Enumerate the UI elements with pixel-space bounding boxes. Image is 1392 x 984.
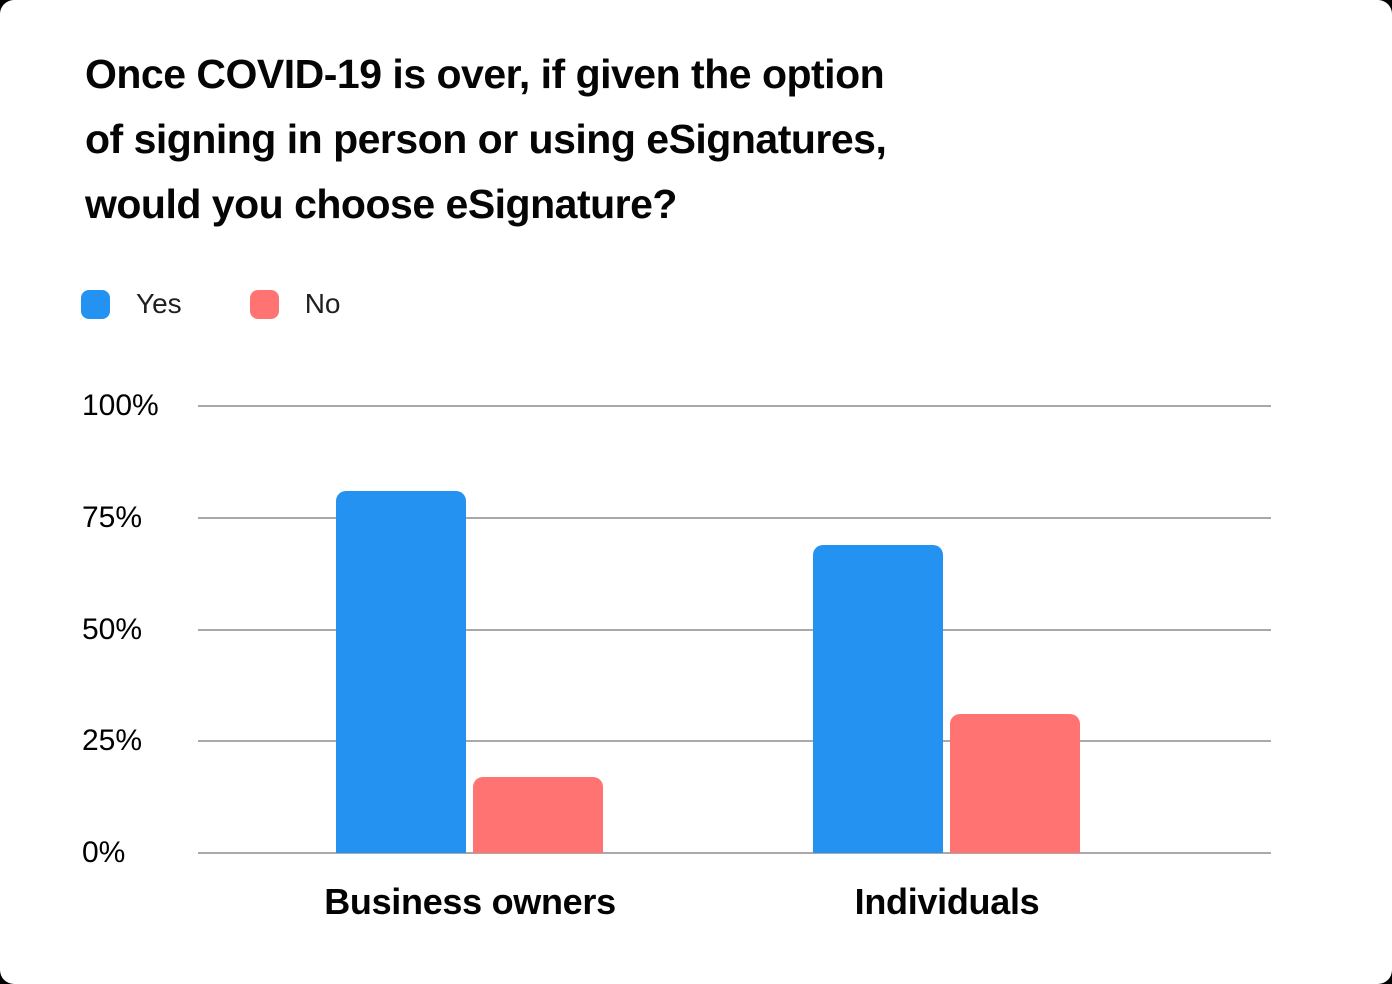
gridline-75 — [198, 516, 1271, 519]
legend-swatch-yes — [81, 289, 110, 319]
chart-title-line-1: Once COVID-19 is over, if given the opti… — [85, 51, 885, 97]
chart-title-line-2: of signing in person or using eSignature… — [85, 116, 887, 162]
legend-item-yes: Yes — [81, 288, 182, 320]
x-axis-label-individuals: Individuals — [854, 881, 1040, 922]
y-tick-0: 0% — [82, 836, 126, 869]
gridline-0 — [198, 852, 1271, 854]
legend-item-no: No — [249, 288, 341, 320]
bar-business-owners-no — [473, 777, 603, 853]
bar-group-business-owners — [336, 406, 603, 853]
gridline-25 — [198, 740, 1271, 743]
legend-label-yes: Yes — [136, 288, 182, 319]
y-tick-50: 50% — [82, 612, 143, 646]
chart-legend: Yes No — [81, 288, 340, 320]
plot-area: 100% 75% 50% 25% 0% — [82, 389, 1271, 869]
gridline-50 — [198, 628, 1271, 631]
gridline-100 — [198, 405, 1271, 407]
y-tick-75: 75% — [82, 500, 143, 534]
chart-title-line-3: would you choose eSignature? — [85, 181, 677, 227]
legend-swatch-no — [249, 289, 279, 319]
bar-individuals-no — [950, 714, 1080, 853]
y-tick-100: 100% — [82, 389, 159, 422]
chart-title: Once COVID-19 is over, if given the opti… — [85, 42, 887, 237]
y-tick-25: 25% — [82, 724, 143, 758]
bar-business-owners-yes — [336, 490, 466, 853]
x-axis-label-business-owners: Business owners — [324, 881, 616, 922]
bar-group-individuals — [813, 406, 1080, 853]
legend-label-no: No — [304, 288, 341, 319]
bar-individuals-yes — [813, 544, 943, 853]
